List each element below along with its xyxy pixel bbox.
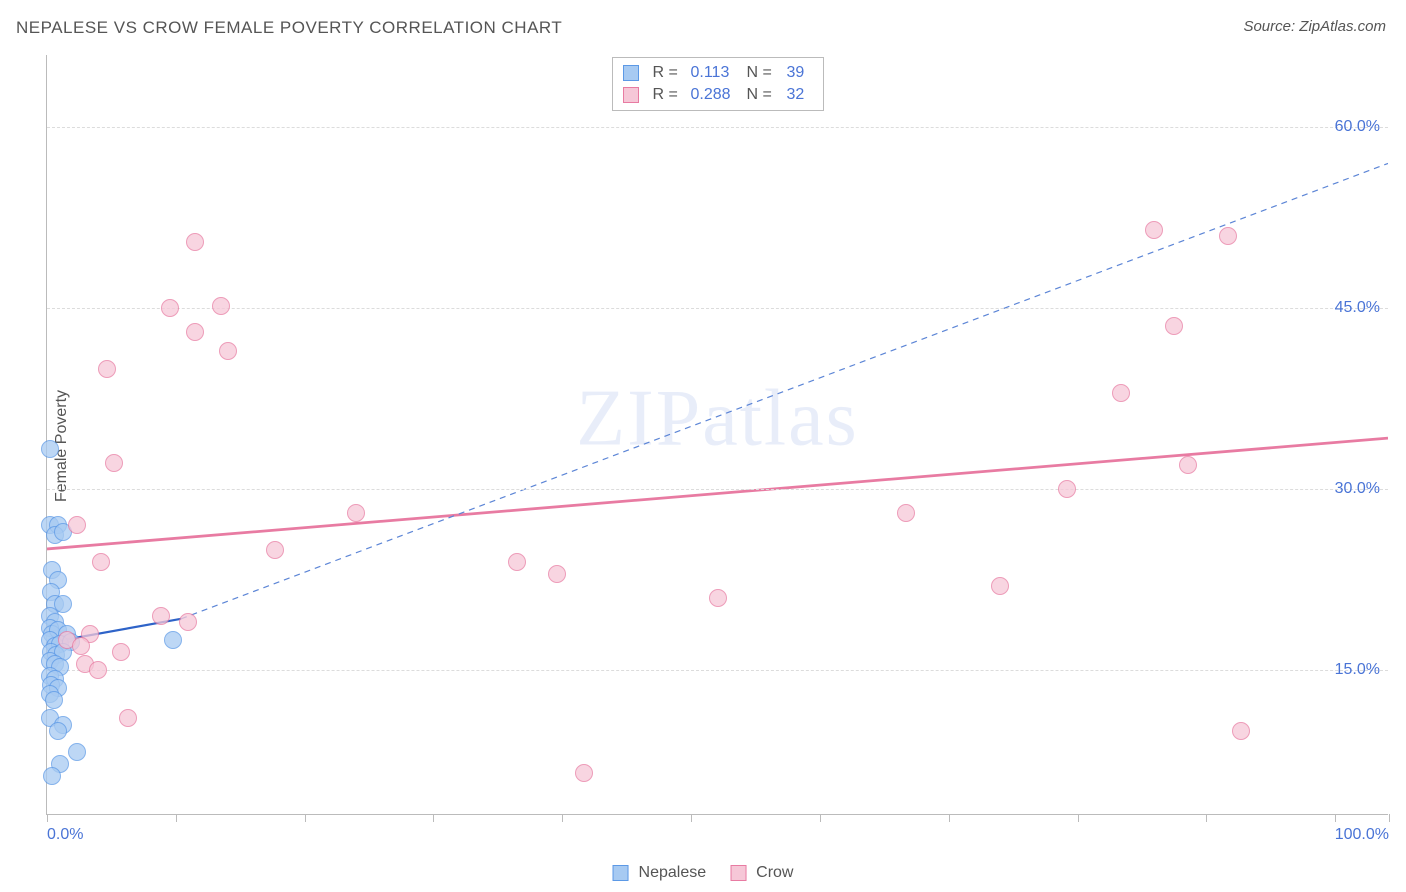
- x-tick-label: 0.0%: [47, 826, 83, 844]
- scatter-point-crow: [68, 516, 86, 534]
- n-label: N =: [747, 64, 777, 82]
- x-tick: [949, 814, 950, 822]
- scatter-point-crow: [186, 323, 204, 341]
- scatter-point-crow: [548, 565, 566, 583]
- chart-container: NEPALESE VS CROW FEMALE POVERTY CORRELAT…: [0, 0, 1406, 892]
- y-tick-label: 60.0%: [1335, 118, 1380, 136]
- scatter-point-crow: [1145, 221, 1163, 239]
- scatter-point-crow: [98, 360, 116, 378]
- scatter-point-crow: [72, 637, 90, 655]
- chart-title: NEPALESE VS CROW FEMALE POVERTY CORRELAT…: [16, 18, 562, 38]
- watermark-text: ZIPatlas: [576, 374, 859, 465]
- x-tick: [562, 814, 563, 822]
- gridline: [47, 670, 1388, 671]
- scatter-point-nepalese: [49, 722, 67, 740]
- gridline: [47, 308, 1388, 309]
- scatter-point-crow: [1219, 227, 1237, 245]
- x-tick: [691, 814, 692, 822]
- legend-series-item: Nepalese: [613, 864, 707, 882]
- y-tick-label: 15.0%: [1335, 661, 1380, 679]
- x-tick: [176, 814, 177, 822]
- trend-lines-svg: [47, 55, 1388, 814]
- legend-series-item: Crow: [730, 864, 793, 882]
- r-value: 0.113: [691, 64, 737, 82]
- y-tick-label: 30.0%: [1335, 480, 1380, 498]
- scatter-point-crow: [212, 297, 230, 315]
- x-tick: [1389, 814, 1390, 822]
- scatter-point-nepalese: [68, 743, 86, 761]
- scatter-point-crow: [105, 454, 123, 472]
- scatter-point-crow: [89, 661, 107, 679]
- scatter-point-crow: [92, 553, 110, 571]
- scatter-point-nepalese: [164, 631, 182, 649]
- scatter-point-crow: [991, 577, 1009, 595]
- legend-swatch: [623, 87, 639, 103]
- legend-swatch: [613, 865, 629, 881]
- n-label: N =: [747, 86, 777, 104]
- scatter-point-crow: [1112, 384, 1130, 402]
- x-tick: [305, 814, 306, 822]
- scatter-point-nepalese: [41, 440, 59, 458]
- x-tick-label: 100.0%: [1335, 826, 1389, 844]
- scatter-point-crow: [119, 709, 137, 727]
- series-legend: Nepalese Crow: [605, 864, 802, 882]
- legend-series-label: Crow: [756, 864, 793, 882]
- scatter-point-crow: [347, 504, 365, 522]
- source-attribution: Source: ZipAtlas.com: [1243, 18, 1386, 35]
- scatter-point-crow: [112, 643, 130, 661]
- scatter-point-crow: [186, 233, 204, 251]
- scatter-point-crow: [1058, 480, 1076, 498]
- scatter-point-crow: [266, 541, 284, 559]
- x-tick: [1078, 814, 1079, 822]
- scatter-point-crow: [1232, 722, 1250, 740]
- r-label: R =: [653, 86, 681, 104]
- scatter-point-crow: [179, 613, 197, 631]
- scatter-point-crow: [575, 764, 593, 782]
- gridline: [47, 489, 1388, 490]
- scatter-point-crow: [508, 553, 526, 571]
- legend-swatch: [623, 65, 639, 81]
- y-tick-label: 45.0%: [1335, 299, 1380, 317]
- plot-area: ZIPatlas R = 0.113 N = 39 R = 0.288 N = 32 15.0…: [46, 55, 1388, 815]
- scatter-point-crow: [709, 589, 727, 607]
- legend-correlation-row: R = 0.288 N = 32: [623, 84, 813, 106]
- x-tick: [1206, 814, 1207, 822]
- legend-swatch: [730, 865, 746, 881]
- x-tick: [47, 814, 48, 822]
- scatter-point-crow: [152, 607, 170, 625]
- scatter-point-nepalese: [43, 767, 61, 785]
- scatter-point-crow: [1179, 456, 1197, 474]
- legend-series-label: Nepalese: [639, 864, 707, 882]
- n-value: 39: [787, 64, 813, 82]
- trend-line: [47, 438, 1388, 549]
- x-tick: [820, 814, 821, 822]
- r-value: 0.288: [691, 86, 737, 104]
- scatter-point-crow: [219, 342, 237, 360]
- x-tick: [433, 814, 434, 822]
- scatter-point-nepalese: [45, 691, 63, 709]
- r-label: R =: [653, 64, 681, 82]
- x-tick: [1335, 814, 1336, 822]
- correlation-legend: R = 0.113 N = 39 R = 0.288 N = 32: [612, 57, 824, 111]
- gridline: [47, 127, 1388, 128]
- n-value: 32: [787, 86, 813, 104]
- scatter-point-crow: [161, 299, 179, 317]
- scatter-point-crow: [897, 504, 915, 522]
- scatter-point-crow: [1165, 317, 1183, 335]
- legend-correlation-row: R = 0.113 N = 39: [623, 62, 813, 84]
- trend-line: [181, 163, 1388, 618]
